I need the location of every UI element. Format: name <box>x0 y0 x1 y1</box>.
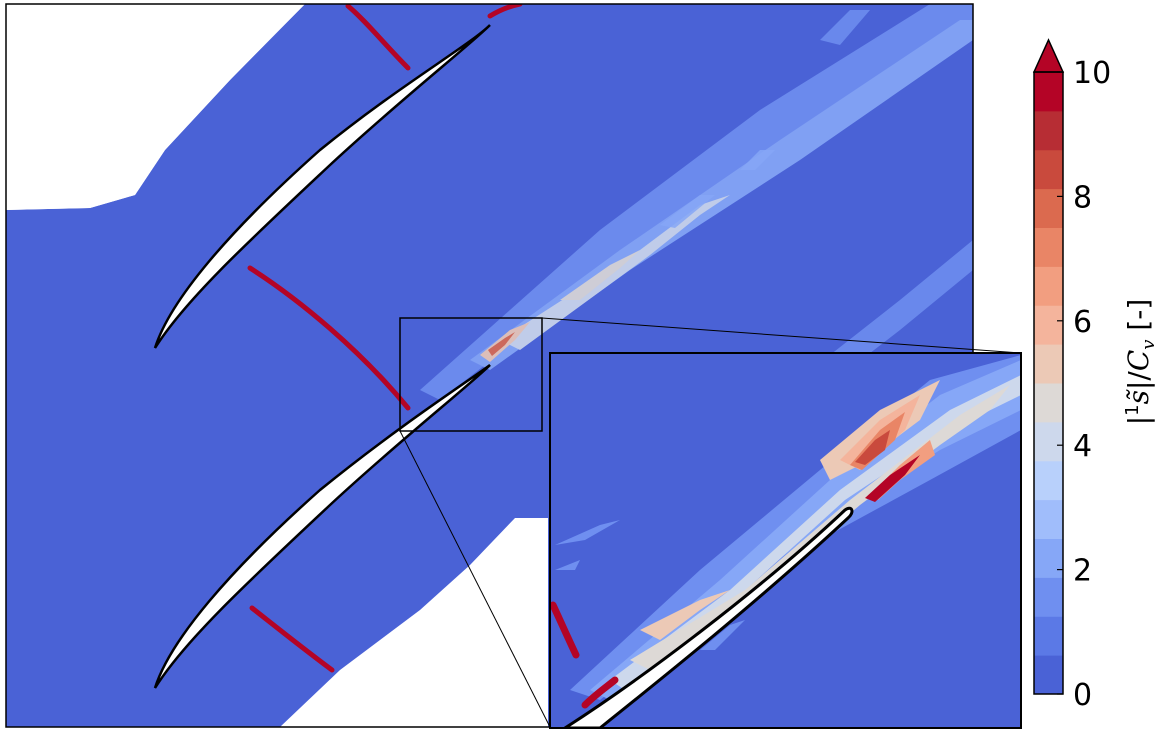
cb-label-c: C <box>1122 350 1155 371</box>
colorbar-label: |1s̃|/Cv [-] <box>1122 299 1159 426</box>
colorbar-tick-label: 10 <box>1073 56 1111 91</box>
colorbar-segment <box>1034 110 1063 151</box>
cb-label-s: s̃ <box>1122 389 1155 405</box>
blade-2 <box>153 363 491 689</box>
cb-label-superscript: 1 <box>1122 404 1143 415</box>
colorbar-segment <box>1034 460 1063 501</box>
inset-frame <box>549 352 1022 729</box>
inset-blade <box>562 506 854 728</box>
colorbar-segment <box>1034 499 1063 539</box>
cb-label-subscript: v <box>1138 340 1159 350</box>
colorbar-segment <box>1034 616 1063 656</box>
cb-label-bar-close: |/ <box>1122 371 1155 390</box>
connector-top <box>541 317 1022 354</box>
colorbar-tick-label: 4 <box>1073 429 1092 464</box>
shock-3 <box>249 605 335 673</box>
colorbar-extend-triangle <box>1032 38 1065 73</box>
inset-wake <box>570 355 1021 700</box>
zoom-box <box>399 317 543 432</box>
colorbar-segment <box>1034 655 1063 695</box>
cb-label-unit: [-] <box>1122 299 1155 340</box>
colorbar: 0 2 4 6 8 10 |1s̃|/Cv [-] <box>1032 38 1159 713</box>
colorbar-tick-label: 6 <box>1073 305 1092 340</box>
inset-shock-lower <box>581 676 619 709</box>
colorbar-segment <box>1034 538 1063 578</box>
colorbar-frame <box>1033 71 1064 695</box>
outside-top-left <box>6 4 305 210</box>
colorbar-segment <box>1034 305 1063 345</box>
blade-1 <box>153 24 491 349</box>
colorbar-segment <box>1034 344 1063 384</box>
colorbar-segment <box>1034 188 1063 228</box>
colorbar-tick-label: 0 <box>1073 678 1092 713</box>
shock-2 <box>247 265 411 411</box>
main-plot <box>6 4 973 727</box>
colorbar-segment <box>1034 421 1063 462</box>
colorbar-ticks: 0 2 4 6 8 10 <box>1057 56 1111 713</box>
colorbar-tick-label: 8 <box>1073 180 1092 215</box>
outside-bottom <box>280 518 548 727</box>
colorbar-segments <box>1034 72 1063 695</box>
colorbar-segment <box>1034 72 1063 112</box>
colorbar-segment <box>1034 266 1063 306</box>
inset-shock <box>550 601 580 659</box>
shock-1 <box>345 4 411 71</box>
connector-bottom <box>399 430 551 728</box>
colorbar-tick-label: 2 <box>1073 554 1092 589</box>
inset <box>549 352 1022 729</box>
colorbar-segment <box>1034 577 1063 617</box>
cb-label-bar-open: | <box>1122 416 1155 425</box>
colorbar-segment <box>1034 149 1063 190</box>
colorbar-segment <box>1034 383 1063 423</box>
colorbar-segment <box>1034 227 1063 267</box>
